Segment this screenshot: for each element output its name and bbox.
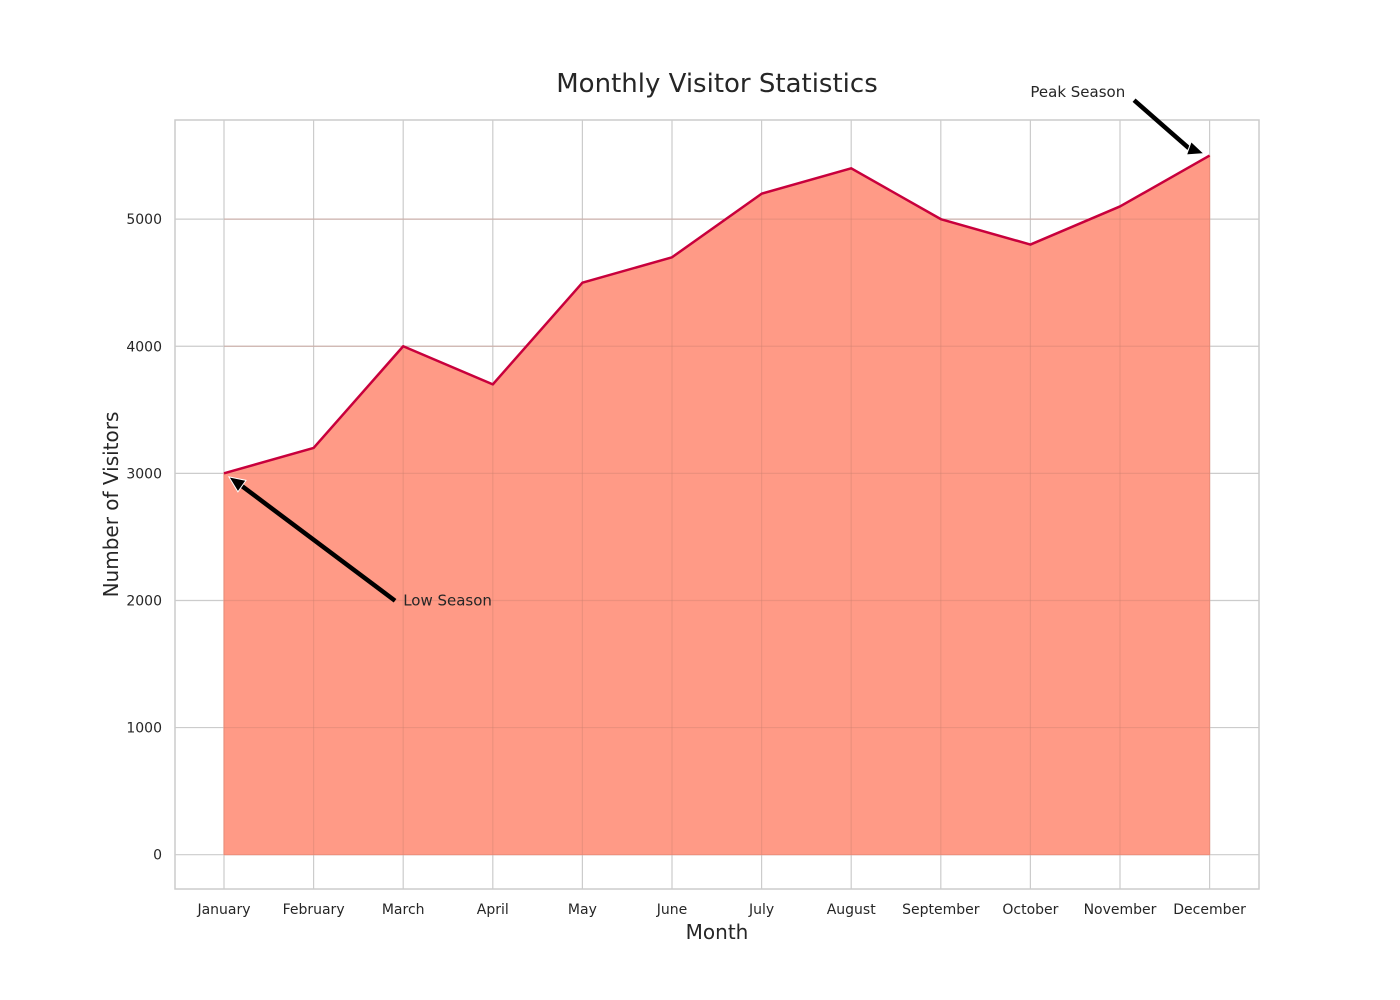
plot-frame bbox=[174, 119, 1260, 890]
x-tick-label: November bbox=[1084, 902, 1157, 918]
chart-title: Monthly Visitor Statistics bbox=[556, 69, 877, 99]
y-tick-label: 2000 bbox=[126, 593, 162, 609]
series-line bbox=[223, 154, 1211, 475]
x-tick-label: October bbox=[1002, 902, 1058, 918]
area-fill bbox=[223, 154, 1211, 856]
y-tick-label: 1000 bbox=[126, 721, 162, 737]
y-axis-ticks: 0 1000 2000 3000 4000 5000 bbox=[126, 212, 162, 864]
x-tick-label: December bbox=[1173, 902, 1246, 918]
y-tick-label: 3000 bbox=[126, 466, 162, 482]
x-tick-label: September bbox=[902, 902, 980, 918]
x-tick-label: January bbox=[196, 902, 250, 918]
annotation-arrow-shaft bbox=[240, 484, 397, 603]
y-tick-label: 0 bbox=[153, 848, 162, 864]
x-tick-label: February bbox=[283, 902, 345, 918]
y-tick-label: 4000 bbox=[126, 339, 162, 355]
annotation-arrow-head bbox=[1185, 140, 1206, 156]
x-tick-label: April bbox=[477, 902, 509, 918]
annotations: Low Season Peak Season bbox=[227, 83, 1206, 609]
x-axis-ticks: January February March April May June July Augu… bbox=[196, 902, 1246, 918]
annotation-label: Low Season bbox=[403, 591, 492, 609]
x-tick-label: June bbox=[656, 902, 688, 918]
annotation-arrow-shaft bbox=[1132, 98, 1191, 150]
y-axis-label: Number of Visitors bbox=[99, 412, 123, 598]
x-tick-label: May bbox=[568, 902, 597, 918]
y-tick-label: 5000 bbox=[126, 212, 162, 228]
x-tick-label: March bbox=[382, 902, 425, 918]
x-tick-label: July bbox=[748, 902, 774, 918]
annotation-arrow-head bbox=[227, 476, 247, 493]
annotation-label: Peak Season bbox=[1030, 83, 1125, 101]
x-axis-label: Month bbox=[686, 920, 749, 944]
x-tick-label: August bbox=[827, 902, 877, 918]
area-series bbox=[223, 154, 1211, 856]
